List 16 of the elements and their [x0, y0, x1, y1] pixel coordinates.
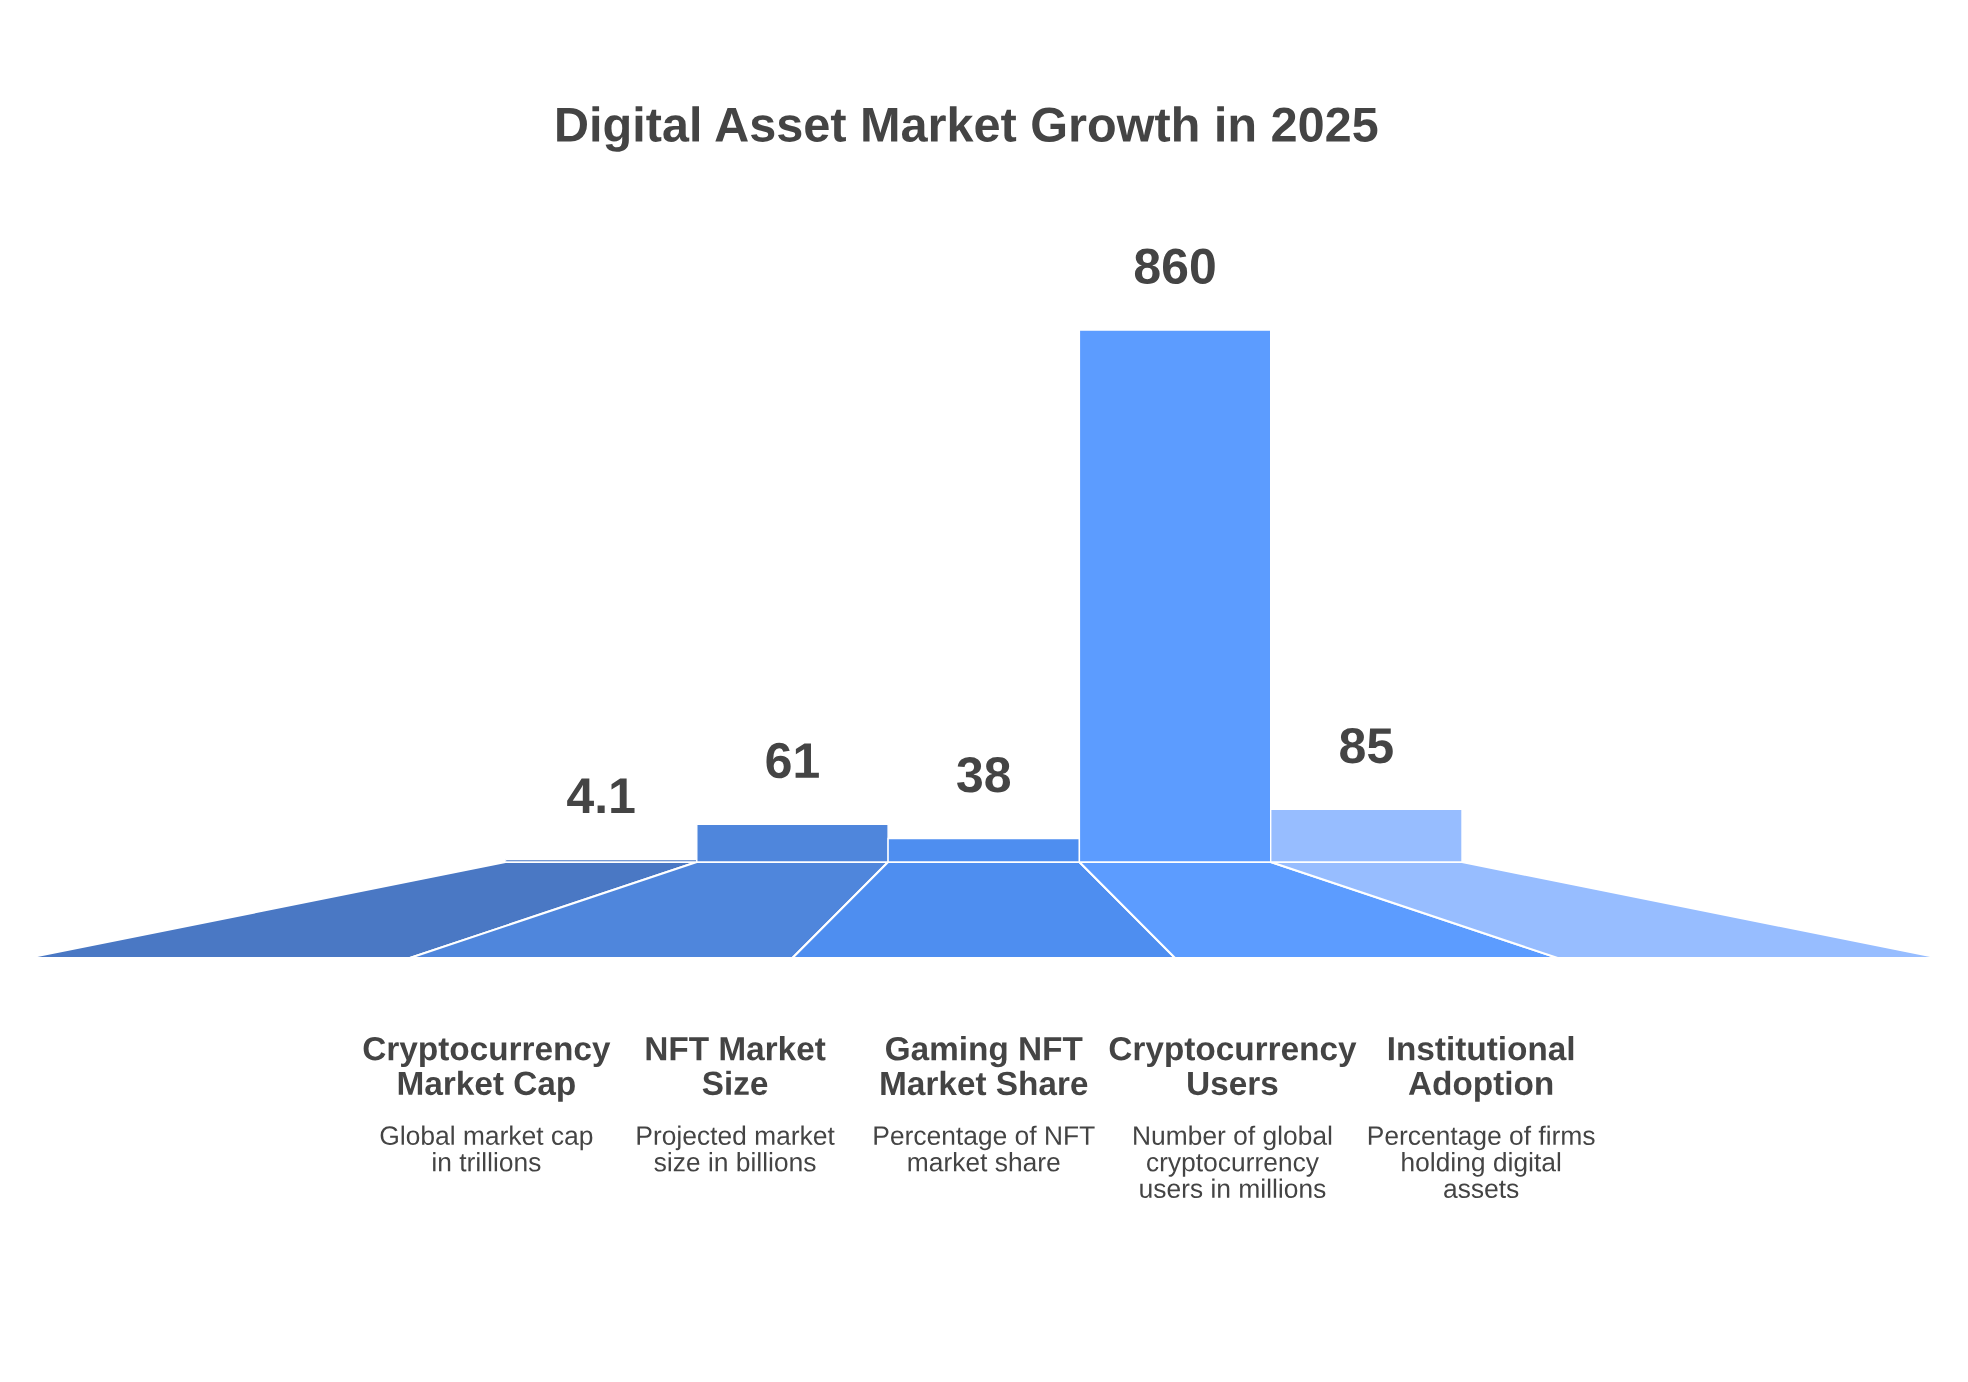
data-label: 860: [1134, 248, 1215, 285]
x-tick-label: Cryptocurrency Market Cap: [363, 1036, 611, 1102]
x-tick-label: Gaming NFT Market Share: [881, 1036, 1088, 1096]
text: Number of global cryptocurrency users in millions: [1134, 1125, 1332, 1199]
data-label: 4.1: [567, 778, 635, 813]
data-label: 38: [957, 757, 1011, 793]
text: Percentage of NFT market share: [874, 1125, 1095, 1172]
x-tick-label: Institutional Adoption: [1388, 1036, 1574, 1102]
x-tick-label: NFT Market Size: [646, 1036, 826, 1096]
chart-title: Digital Asset Market Growth in 2025: [557, 106, 1378, 152]
text: Projected market size in billions: [637, 1125, 835, 1172]
x-tick-label: Cryptocurrency Users: [1109, 1036, 1357, 1096]
text: Percentage of firms holding digital assets: [1368, 1125, 1595, 1199]
data-label: 61: [766, 742, 819, 779]
data-label: 85: [1340, 728, 1393, 764]
text: Global market cap in trillions: [380, 1125, 593, 1172]
